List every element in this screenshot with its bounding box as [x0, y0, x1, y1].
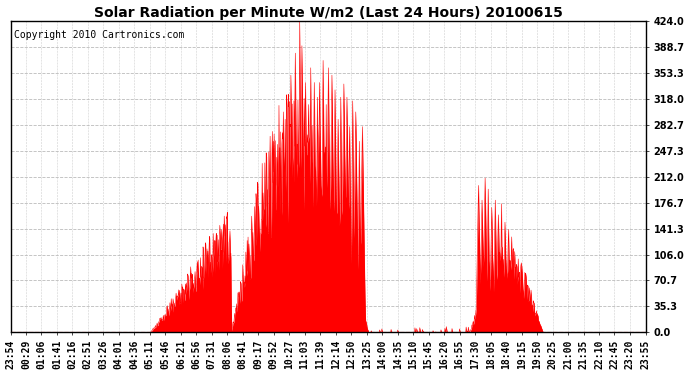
Title: Solar Radiation per Minute W/m2 (Last 24 Hours) 20100615: Solar Radiation per Minute W/m2 (Last 24…: [94, 6, 562, 20]
Text: Copyright 2010 Cartronics.com: Copyright 2010 Cartronics.com: [14, 30, 184, 40]
